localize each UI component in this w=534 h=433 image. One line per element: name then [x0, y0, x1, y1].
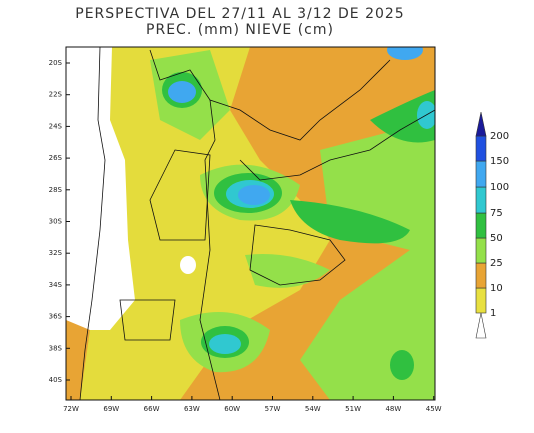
lat-label: 30S [49, 218, 63, 226]
lon-label: 72W [63, 405, 79, 413]
precip-field [66, 47, 435, 400]
lon-label: 45W [426, 405, 442, 413]
lat-label: 24S [49, 122, 63, 130]
colorbar [475, 111, 487, 339]
lon-label: 57W [265, 405, 281, 413]
title: PERSPECTIVA DEL 27/11 AL 3/12 DE 2025 [75, 6, 404, 22]
legend-label: 1 [490, 308, 496, 319]
lon-label: 51W [345, 405, 361, 413]
lat-label: 34S [49, 281, 63, 289]
lon-label: 66W [144, 405, 160, 413]
lat-label: 38S [49, 344, 63, 352]
lat-label: 32S [49, 249, 63, 257]
lon-label: 54W [305, 405, 321, 413]
legend-label: 150 [490, 156, 509, 167]
lat-label: 28S [49, 186, 63, 194]
legend-label: 200 [490, 131, 509, 142]
lat-label: 26S [49, 154, 63, 162]
lat-label: 22S [49, 91, 63, 99]
legend-label: 25 [490, 258, 503, 269]
lon-label: 63W [184, 405, 200, 413]
legend-label: 10 [490, 283, 503, 294]
lon-label: 69W [103, 405, 119, 413]
map-frame [65, 46, 436, 401]
lat-label: 20S [49, 59, 63, 67]
legend-label: 75 [490, 208, 503, 219]
lon-label: 60W [224, 405, 240, 413]
lon-label: 48W [385, 405, 401, 413]
lat-label: 36S [49, 313, 63, 321]
subtitle: PREC. (mm) NIEVE (cm) [146, 22, 334, 38]
legend-label: 50 [490, 233, 503, 244]
legend-label: 100 [490, 182, 509, 193]
lat-label: 40S [49, 376, 63, 384]
